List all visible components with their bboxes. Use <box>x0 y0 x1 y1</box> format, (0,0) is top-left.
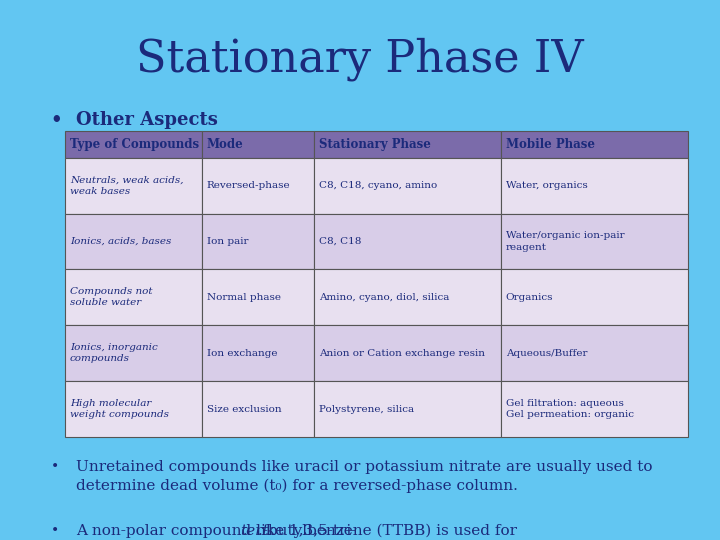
Text: Amino, cyano, diol, silica: Amino, cyano, diol, silica <box>319 293 449 302</box>
Text: •: • <box>50 460 58 474</box>
Bar <box>65 213 202 269</box>
Bar <box>314 325 501 381</box>
Text: Anion or Cation exchange resin: Anion or Cation exchange resin <box>319 349 485 358</box>
Text: Ionics, inorganic
compounds: Ionics, inorganic compounds <box>70 343 158 363</box>
Text: A non-polar compound like 1,3,5-tri-: A non-polar compound like 1,3,5-tri- <box>76 524 356 537</box>
Bar <box>501 131 688 158</box>
Text: .-butylbenzene (TTBB) is used for: .-butylbenzene (TTBB) is used for <box>258 524 518 538</box>
Text: Stationary Phase IV: Stationary Phase IV <box>136 38 584 82</box>
Bar <box>314 213 501 269</box>
Bar <box>65 269 202 325</box>
Text: •: • <box>50 111 62 129</box>
Bar <box>501 213 688 269</box>
Bar <box>65 131 202 158</box>
Text: Other Aspects: Other Aspects <box>76 111 217 129</box>
Bar <box>202 131 314 158</box>
Bar <box>202 325 314 381</box>
Text: Normal phase: Normal phase <box>207 293 281 302</box>
Bar <box>314 381 501 437</box>
Text: High molecular
weight compounds: High molecular weight compounds <box>70 399 168 419</box>
Bar <box>314 269 501 325</box>
Text: Water, organics: Water, organics <box>505 181 588 190</box>
Text: Ion exchange: Ion exchange <box>207 349 277 358</box>
Text: Ionics, acids, bases: Ionics, acids, bases <box>70 237 171 246</box>
Text: •: • <box>50 524 58 537</box>
Text: Aqueous/Buffer: Aqueous/Buffer <box>505 349 588 358</box>
Text: Gel filtration: aqueous
Gel permeation: organic: Gel filtration: aqueous Gel permeation: … <box>505 399 634 419</box>
Bar <box>65 158 202 214</box>
Text: Size exclusion: Size exclusion <box>207 404 282 414</box>
Bar <box>501 381 688 437</box>
Text: Polystyrene, silica: Polystyrene, silica <box>319 404 414 414</box>
Text: Mobile Phase: Mobile Phase <box>505 138 595 151</box>
Text: Stationary Phase: Stationary Phase <box>319 138 431 151</box>
Text: C8, C18: C8, C18 <box>319 237 361 246</box>
Text: Neutrals, weak acids,
weak bases: Neutrals, weak acids, weak bases <box>70 176 184 195</box>
Text: Compounds not
soluble water: Compounds not soluble water <box>70 287 153 307</box>
Bar <box>314 131 501 158</box>
Bar <box>202 158 314 214</box>
Text: Ion pair: Ion pair <box>207 237 248 246</box>
Bar <box>202 213 314 269</box>
Text: C8, C18, cyano, amino: C8, C18, cyano, amino <box>319 181 437 190</box>
Bar <box>501 269 688 325</box>
Bar <box>314 158 501 214</box>
Bar <box>65 325 202 381</box>
Bar <box>202 269 314 325</box>
Bar <box>501 158 688 214</box>
Text: Type of Compounds: Type of Compounds <box>70 138 199 151</box>
Text: Reversed-phase: Reversed-phase <box>207 181 290 190</box>
Bar <box>65 381 202 437</box>
Text: tert: tert <box>240 524 269 537</box>
Text: Organics: Organics <box>505 293 553 302</box>
Text: Water/organic ion-pair
reagent: Water/organic ion-pair reagent <box>505 232 624 252</box>
Bar <box>202 381 314 437</box>
Text: Unretained compounds like uracil or potassium nitrate are usually used to
determ: Unretained compounds like uracil or pota… <box>76 460 652 493</box>
Bar <box>501 325 688 381</box>
Text: Mode: Mode <box>207 138 243 151</box>
